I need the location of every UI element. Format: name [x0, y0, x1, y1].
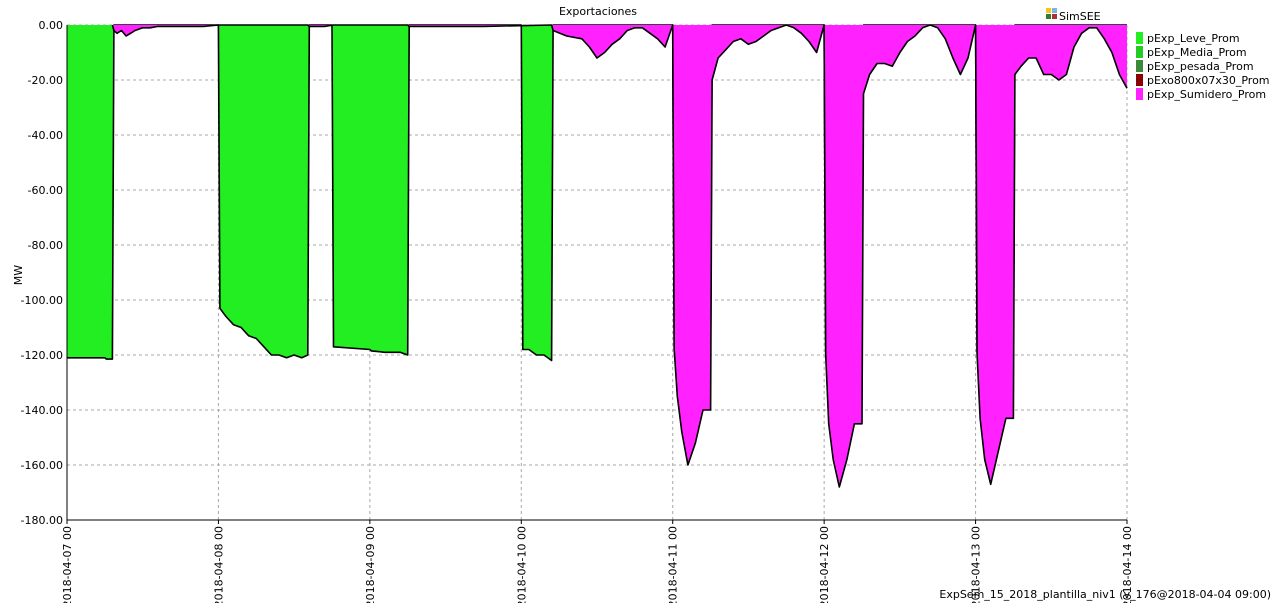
- legend-label: pExp_Sumidero_Prom: [1147, 88, 1266, 101]
- legend-swatch: [1136, 74, 1143, 86]
- simsee-logo: SimSEE: [1046, 8, 1101, 23]
- footer-text: ExpSem_15_2018_plantilla_niv1 (v_176@201…: [939, 588, 1271, 601]
- y-tick-label: -120.00: [21, 349, 63, 362]
- legend-label: pExo800x07x30_Prom: [1147, 74, 1270, 87]
- y-tick-label: -180.00: [21, 514, 63, 527]
- legend-label: pExp_Media_Prom: [1147, 46, 1247, 59]
- axes: [66, 25, 1127, 521]
- legend-swatch: [1136, 60, 1143, 72]
- legend-swatch: [1136, 32, 1143, 44]
- y-tick-label: 0.00: [39, 19, 64, 32]
- series-area-0: [67, 25, 1127, 361]
- x-ticks: 2018-04-07 00 2018-04-08 00 2018-04-09 00 2…: [61, 520, 1134, 603]
- x-tick-label: 2018-04-12 00: [818, 526, 831, 603]
- x-tick-label: 2018-04-08 00: [212, 526, 225, 603]
- x-tick-label: 2018-04-14 00: [1121, 526, 1134, 603]
- simsee-brand-text: SimSEE: [1059, 10, 1101, 23]
- legend-label: pExp_Leve_Prom: [1147, 32, 1240, 45]
- y-axis-title: MW: [12, 265, 25, 285]
- y-tick-label: -60.00: [28, 184, 63, 197]
- x-tick-label: 2018-04-07 00: [61, 526, 74, 603]
- x-tick-label: 2018-04-11 00: [667, 526, 680, 603]
- series-layer: [67, 24, 1128, 488]
- x-tick-label: 2018-04-10 00: [515, 526, 528, 603]
- legend-swatch: [1136, 88, 1143, 100]
- y-tick-label: -80.00: [28, 239, 63, 252]
- series-line-1: [111, 24, 1128, 488]
- y-tick-label: -20.00: [28, 74, 63, 87]
- y-tick-label: -100.00: [21, 294, 63, 307]
- y-ticks: 0.00 -20.00 -40.00 -60.00 -80.00 -100.00 -120.…: [21, 19, 63, 527]
- y-tick-label: -140.00: [21, 404, 63, 417]
- x-tick-label: 2018-04-09 00: [364, 526, 377, 603]
- legend: pExp_Leve_PrompExp_Media_PrompExp_pesada…: [1136, 32, 1270, 101]
- y-tick-label: -160.00: [21, 459, 63, 472]
- legend-swatch: [1136, 46, 1143, 58]
- legend-label: pExp_pesada_Prom: [1147, 60, 1254, 73]
- y-tick-label: -40.00: [28, 129, 63, 142]
- x-tick-label: 2018-04-13 00: [970, 526, 983, 603]
- chart-title: Exportaciones: [559, 5, 637, 18]
